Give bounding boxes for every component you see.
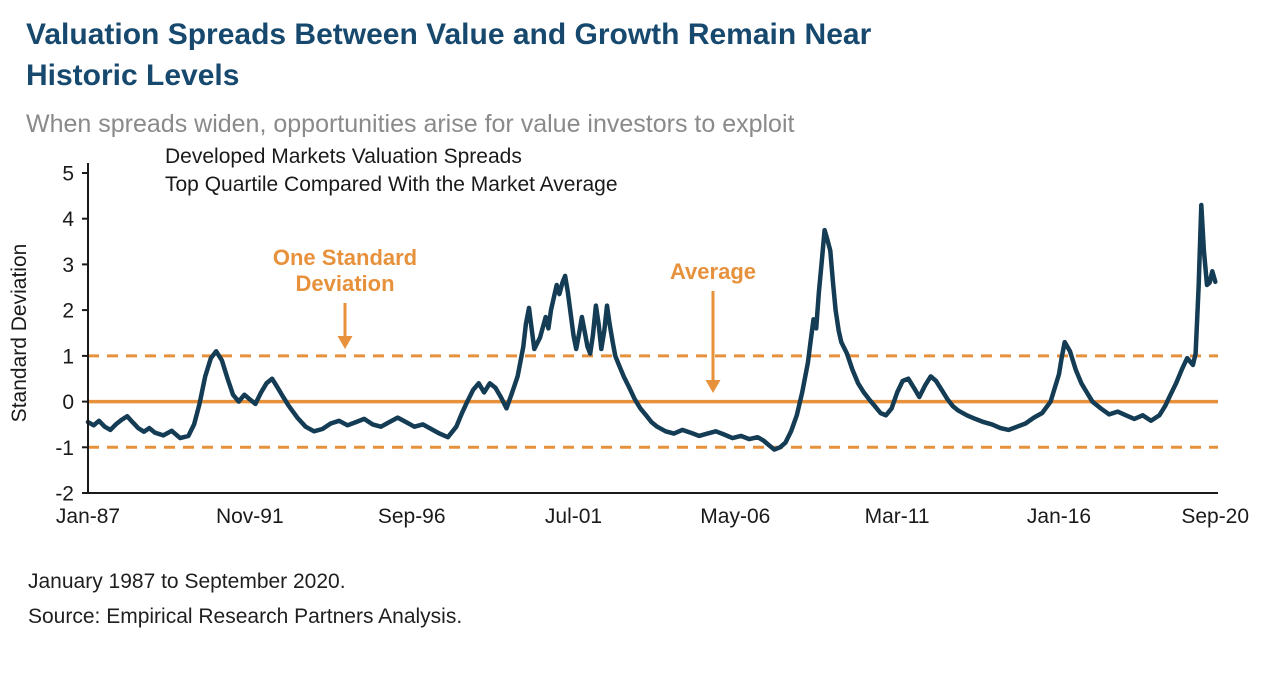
y-axis-tick-label: -2 <box>55 482 74 505</box>
chart-title-line-2: Top Quartile Compared With the Market Av… <box>165 173 618 196</box>
page-title-line-1: Valuation Spreads Between Value and Grow… <box>26 18 872 51</box>
x-axis-tick-label: Mar-11 <box>865 505 930 528</box>
one-standard-deviation-label-line-2: Deviation <box>295 271 394 296</box>
y-axis-tick-label: 3 <box>62 254 74 277</box>
x-axis-tick-label: Jan-16 <box>1027 505 1091 528</box>
average-annotation: Average <box>670 259 756 393</box>
down-arrowhead-icon <box>337 335 353 349</box>
x-axis-tick-label: Nov-91 <box>216 505 284 528</box>
y-axis-tick-label: 0 <box>62 391 74 414</box>
x-axis-tick-label: Sep-96 <box>378 505 446 528</box>
down-arrowhead-icon <box>705 379 721 393</box>
y-axis-tick-label: 1 <box>62 345 74 368</box>
x-axis-tick-label: Jan-87 <box>56 505 120 528</box>
one-standard-deviation-annotation: One Standard Deviation <box>273 245 417 349</box>
reference-lines <box>88 354 1218 449</box>
y-axis-tick-label: 5 <box>62 162 74 185</box>
footnote-date-range: January 1987 to September 2020. <box>28 569 346 593</box>
y-axis-ticks: 5 4 3 2 1 0 -1 -2 <box>55 162 88 505</box>
x-axis-ticks: Jan-87 Nov-91 Sep-96 Jul-01 May-06 Mar-11 Jan-… <box>56 505 1249 528</box>
page-title: Valuation Spreads Between Value and Grow… <box>26 14 1260 97</box>
x-axis-tick-label: May-06 <box>700 505 770 528</box>
x-axis-tick-label: Jul-01 <box>545 505 602 528</box>
y-axis-title: Standard Deviation <box>8 243 31 422</box>
valuation-spread-series-line <box>85 202 1218 452</box>
y-axis-tick-label: 4 <box>62 208 74 231</box>
x-axis-tick-label: Sep-20 <box>1181 505 1249 528</box>
one-standard-deviation-label-line-1: One Standard <box>273 245 417 270</box>
valuation-spreads-chart: 5 4 3 2 1 0 -1 -2 Jan-87 Nov-91 Sep-96 Jul-01 May-0… <box>8 145 1249 528</box>
y-axis-tick-label: -1 <box>55 437 74 460</box>
average-label: Average <box>670 259 756 284</box>
footnote-source: Source: Empirical Research Partners Anal… <box>28 605 463 629</box>
page-subtitle: When spreads widen, opportunities arise … <box>26 109 795 138</box>
y-axis-tick-label: 2 <box>62 299 74 322</box>
chart-footnotes: January 1987 to September 2020. Source: … <box>28 564 1286 635</box>
page-title-line-2: Historic Levels <box>26 59 240 93</box>
report-header: Valuation Spreads Between Value and Grow… <box>0 0 1286 139</box>
chart-title-line-1: Developed Markets Valuation Spreads <box>165 145 522 168</box>
chart-area: 5 4 3 2 1 0 -1 -2 Jan-87 Nov-91 Sep-96 Jul-01 May-0… <box>0 143 1286 546</box>
